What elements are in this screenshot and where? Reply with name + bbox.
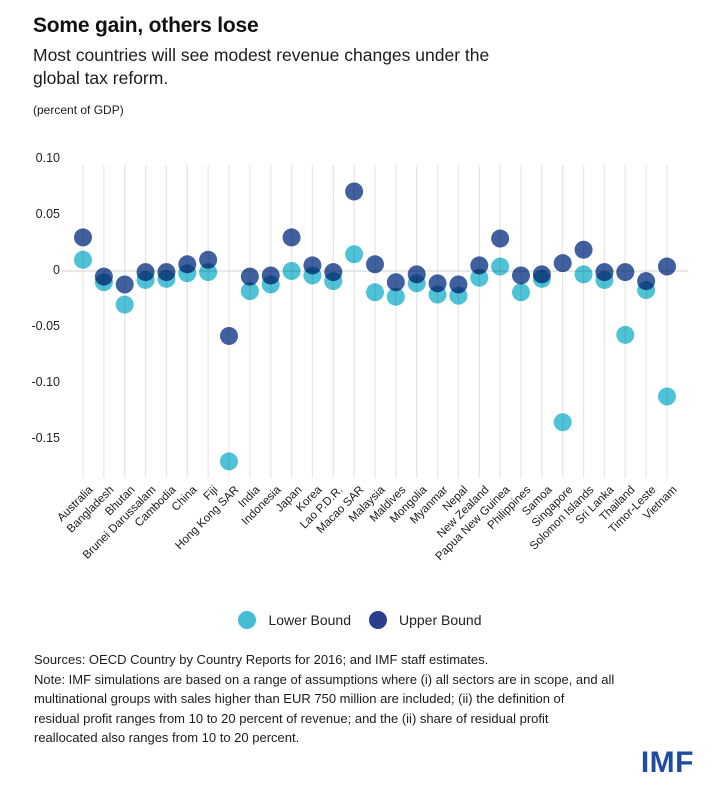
data-point-papua-new-guinea-upper: [491, 229, 510, 248]
data-point-singapore-lower: [553, 413, 572, 432]
x-axis-labels: Australia Bangladesh Bhutan Brunei Darussal…: [0, 140, 720, 563]
data-point-macao-sar-upper: [345, 182, 364, 201]
data-point-solomon-islands-upper: [574, 240, 593, 259]
text-line: residual profit ranges from 10 to 20 per…: [34, 710, 549, 726]
sources-line: Sources: OECD Country by Country Reports…: [34, 652, 489, 667]
data-point-japan-lower: [282, 262, 301, 280]
data-point-australia-lower: [74, 250, 92, 269]
data-point-bhutan-lower: [115, 295, 134, 314]
data-point-india-lower: [240, 282, 259, 301]
data-point-mongolia-upper: [407, 265, 426, 284]
y-tick-label: -0.15: [31, 431, 61, 445]
imf-logo: IMF: [640, 746, 694, 779]
data-point-thailand-lower: [616, 325, 635, 344]
data-point-maldives-lower: [386, 287, 405, 306]
text-line: Most countries will see modest revenue c…: [33, 45, 490, 65]
y-tick-label: -0.10: [31, 375, 61, 389]
data-point-china-upper: [178, 255, 197, 274]
data-point-papua-new-guinea-lower: [491, 257, 510, 276]
data-point-hong-kong-sar-upper: [219, 326, 238, 345]
data-point-new-zealand-lower: [470, 268, 489, 287]
data-point-new-zealand-upper: [470, 256, 489, 275]
chart-title: Some gain, others lose: [33, 14, 259, 37]
data-point-macao-sar-lower: [345, 245, 364, 264]
text-line: reallocated also ranges from 10 to 20 pe…: [34, 730, 300, 745]
lower-bound-dot-icon: [238, 611, 257, 629]
data-point-malaysia-upper: [365, 255, 384, 274]
text-line: Note: IMF simulations are based on a ran…: [34, 671, 615, 687]
data-point-nepal-upper: [449, 275, 468, 294]
data-point-solomon-islands-lower: [574, 265, 593, 284]
data-point-india-upper: [240, 267, 259, 286]
data-point-malaysia-lower: [365, 283, 384, 302]
y-tick-label: 0.05: [35, 207, 60, 221]
data-point-cambodia-upper: [157, 263, 176, 282]
data-point-bhutan-upper: [115, 275, 134, 294]
data-point-australia-upper: [74, 228, 92, 247]
upper-bound-dot-icon: [369, 611, 387, 629]
data-point-fiji-upper: [199, 250, 218, 269]
data-point-japan-upper: [282, 228, 301, 247]
chart-footer: Sources: OECD Country by Country Reports…: [34, 650, 694, 748]
data-point-bangladesh-upper: [94, 267, 113, 286]
y-tick-label: 0: [53, 263, 60, 277]
data-point-lao-p-d-r--upper: [324, 263, 343, 282]
data-point-maldives-upper: [386, 273, 405, 292]
legend-upper-label: Upper Bound: [399, 612, 482, 628]
chart-subtitle: Most countries will see modest revenue c…: [33, 44, 489, 90]
revenue-change-chart: 0.10 0.05 0 -0.05 -0.10 -0.15 Australia Bangla…: [0, 140, 720, 563]
data-point-singapore-upper: [553, 254, 572, 273]
data-point-indonesia-upper: [261, 266, 280, 285]
chart-legend: Lower Bound Upper Bound: [0, 611, 720, 629]
legend-item-lower-bound: Lower Bound: [238, 611, 351, 629]
y-tick-label: -0.05: [31, 319, 61, 333]
chart-unit-label: (percent of GDP): [33, 103, 124, 117]
data-point-samoa-upper: [532, 265, 551, 284]
data-point-timor-leste-upper: [637, 272, 656, 291]
data-point-philippines-lower: [511, 283, 530, 302]
note-text: Note: IMF simulations are based on a ran…: [34, 670, 694, 748]
legend-item-upper-bound: Upper Bound: [369, 611, 482, 629]
data-point-korea-upper: [303, 256, 322, 275]
data-point-philippines-upper: [511, 266, 530, 285]
scatter-plot-area: [62, 165, 688, 478]
data-point-fiji-lower: [199, 263, 218, 282]
data-point-thailand-upper: [616, 263, 635, 282]
data-point-myanmar-upper: [428, 274, 447, 293]
data-point-hong-kong-sar-lower: [219, 452, 238, 471]
data-point-sri-lanka-upper: [595, 263, 614, 282]
data-point-vietnam-lower: [657, 387, 676, 406]
legend-lower-label: Lower Bound: [268, 612, 351, 628]
text-line: multinational groups with sales higher t…: [34, 691, 565, 706]
text-line: global tax reform.: [33, 68, 169, 88]
data-point-vietnam-upper: [657, 257, 676, 276]
y-tick-label: 0.10: [35, 151, 60, 165]
data-point-brunei-darussalam-upper: [136, 263, 155, 282]
